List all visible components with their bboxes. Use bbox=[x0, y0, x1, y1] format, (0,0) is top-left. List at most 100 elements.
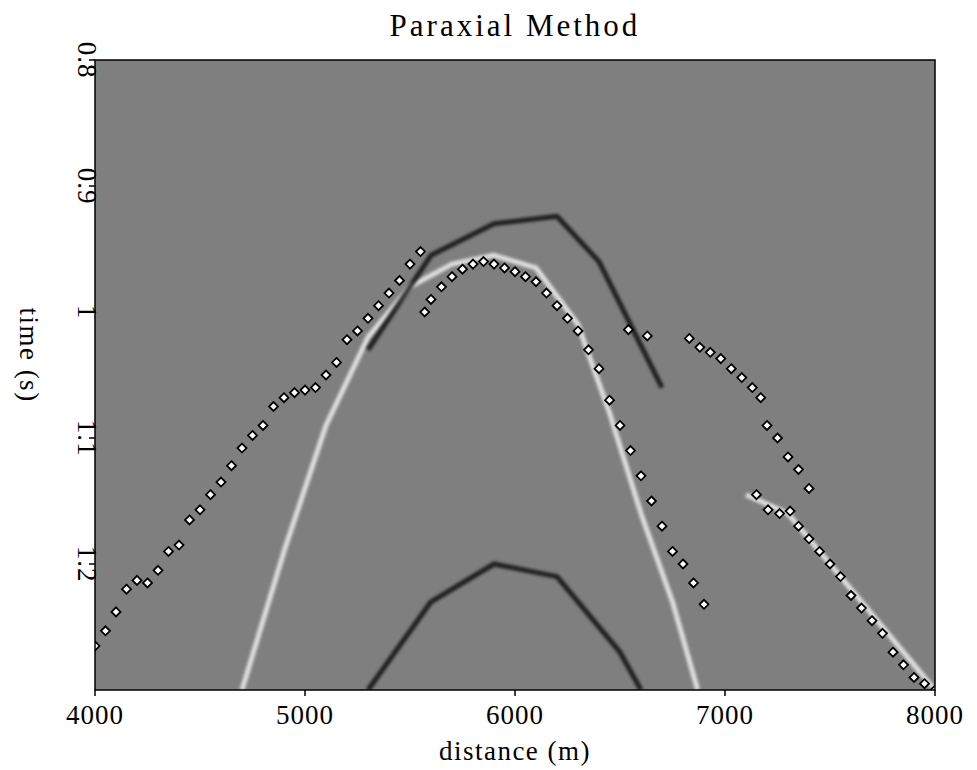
pick-marker bbox=[847, 591, 856, 600]
pick-marker bbox=[542, 289, 551, 298]
pick-marker bbox=[217, 478, 226, 487]
pick-marker bbox=[259, 421, 268, 430]
pick-marker bbox=[143, 578, 152, 587]
x-tick-label: 7000 bbox=[696, 700, 754, 730]
x-tick bbox=[304, 690, 306, 696]
pick-marker bbox=[748, 383, 757, 392]
pick-marker bbox=[658, 522, 667, 531]
x-tick-label: 4000 bbox=[66, 700, 124, 730]
x-tick-label: 5000 bbox=[276, 700, 334, 730]
pick-marker bbox=[910, 673, 919, 682]
pick-marker bbox=[643, 331, 652, 340]
y-tick-label: 1.2 bbox=[72, 546, 102, 583]
pick-marker bbox=[238, 444, 247, 453]
pick-marker bbox=[624, 325, 633, 334]
pick-marker bbox=[364, 314, 373, 323]
pick-marker bbox=[406, 260, 415, 269]
pick-marker bbox=[269, 402, 278, 411]
pick-marker bbox=[868, 616, 877, 625]
pick-marker bbox=[826, 560, 835, 569]
pick-marker bbox=[521, 272, 530, 281]
pick-marker bbox=[563, 314, 572, 323]
pick-marker bbox=[805, 534, 814, 543]
pick-marker bbox=[794, 522, 803, 531]
pick-marker bbox=[385, 289, 394, 298]
y-axis-title: time (s) bbox=[14, 307, 44, 402]
pick-marker bbox=[773, 434, 782, 443]
pick-marker bbox=[420, 308, 429, 317]
pick-marker bbox=[511, 267, 520, 276]
pick-marker bbox=[353, 326, 362, 335]
pick-marker bbox=[290, 388, 299, 397]
pick-marker bbox=[647, 497, 656, 506]
pick-marker bbox=[878, 629, 887, 638]
pick-marker bbox=[700, 600, 709, 609]
pick-marker bbox=[775, 509, 784, 518]
pick-marker bbox=[227, 461, 236, 470]
pick-marker bbox=[616, 421, 625, 430]
pick-marker bbox=[479, 257, 488, 266]
x-axis-title: distance (m) bbox=[439, 736, 591, 766]
pick-marker bbox=[857, 604, 866, 613]
pick-marker bbox=[679, 560, 688, 569]
pick-marker bbox=[595, 364, 604, 373]
pick-marker bbox=[727, 364, 736, 373]
pick-marker bbox=[101, 626, 110, 635]
pick-marker bbox=[637, 471, 646, 480]
event-line bbox=[746, 495, 935, 690]
pick-marker bbox=[112, 607, 121, 616]
x-tick-label: 8000 bbox=[906, 700, 964, 730]
pick-marker bbox=[706, 348, 715, 357]
pick-marker bbox=[301, 386, 310, 395]
pick-marker bbox=[175, 541, 184, 550]
pick-marker bbox=[500, 263, 509, 272]
pick-marker bbox=[668, 547, 677, 556]
event-line bbox=[368, 564, 641, 690]
pick-marker bbox=[343, 335, 352, 344]
pick-marker bbox=[458, 265, 467, 274]
pick-marker bbox=[553, 301, 562, 310]
event-line bbox=[368, 216, 662, 387]
pick-marker bbox=[605, 396, 614, 405]
x-tick bbox=[94, 690, 96, 696]
pick-marker bbox=[532, 277, 541, 286]
title: Paraxial Method bbox=[390, 8, 641, 43]
pick-marker bbox=[584, 345, 593, 354]
pick-marker bbox=[416, 247, 425, 256]
pick-marker bbox=[756, 393, 765, 402]
pick-marker bbox=[427, 295, 436, 304]
y-tick-label: 1.1 bbox=[72, 420, 102, 457]
x-tick bbox=[514, 690, 516, 696]
pick-marker bbox=[332, 358, 341, 367]
pick-marker bbox=[448, 272, 457, 281]
pick-marker bbox=[689, 578, 698, 587]
x-tick-label: 6000 bbox=[486, 700, 544, 730]
pick-marker bbox=[889, 648, 898, 657]
pick-marker bbox=[574, 326, 583, 335]
pick-marker bbox=[196, 505, 205, 514]
y-tick-label: 0.8 bbox=[72, 42, 102, 79]
pick-marker bbox=[437, 282, 446, 291]
pick-marker bbox=[280, 393, 289, 402]
pick-marker bbox=[716, 354, 725, 363]
plot-background bbox=[95, 60, 935, 690]
chart: 400050006000700080000.80.911.11.2Paraxia… bbox=[0, 0, 977, 770]
x-tick bbox=[724, 690, 726, 696]
pick-marker bbox=[763, 421, 772, 430]
pick-marker bbox=[164, 547, 173, 556]
x-tick bbox=[934, 690, 936, 696]
pick-marker bbox=[374, 301, 383, 310]
pick-marker bbox=[322, 371, 331, 380]
plot-area bbox=[95, 216, 935, 690]
pick-marker bbox=[490, 260, 499, 269]
pick-marker bbox=[311, 383, 320, 392]
pick-marker bbox=[737, 373, 746, 382]
pick-marker bbox=[764, 505, 773, 514]
pick-marker bbox=[626, 446, 635, 455]
pick-marker bbox=[815, 547, 824, 556]
pick-marker bbox=[185, 515, 194, 524]
pick-marker bbox=[920, 679, 929, 688]
pick-marker bbox=[786, 507, 795, 516]
plot-frame bbox=[95, 60, 935, 690]
pick-marker bbox=[784, 452, 793, 461]
